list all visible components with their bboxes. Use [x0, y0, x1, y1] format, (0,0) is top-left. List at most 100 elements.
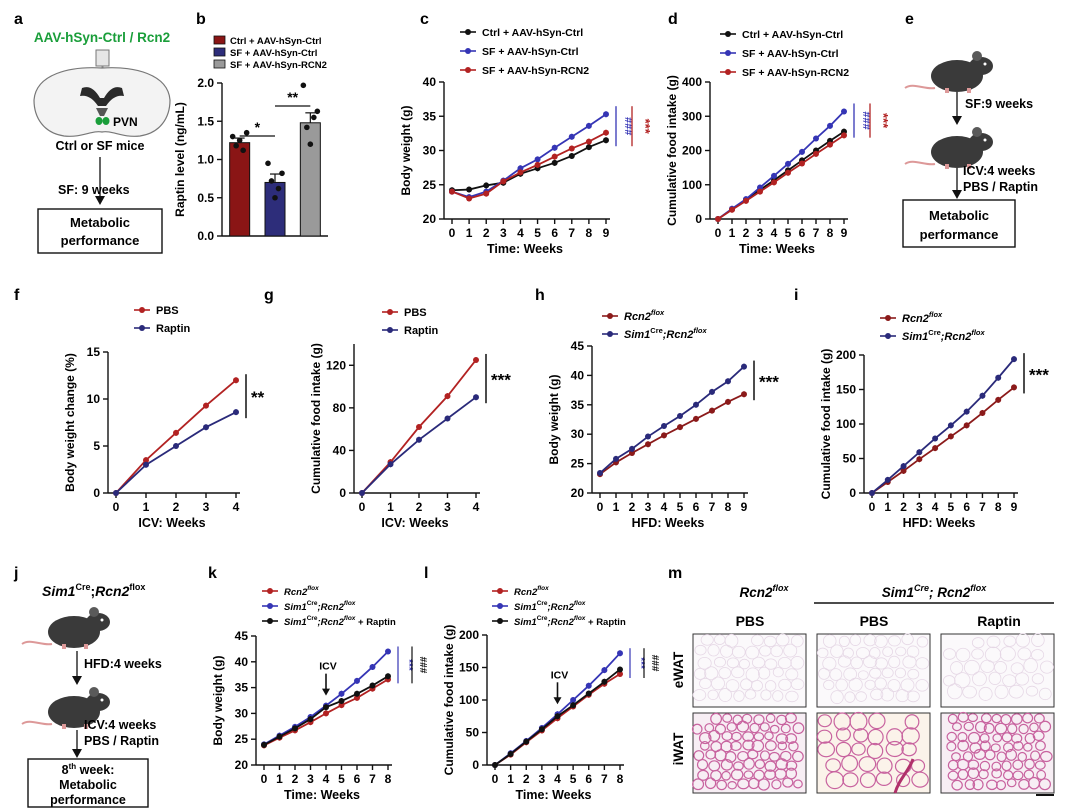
adipocyte-cell — [785, 760, 798, 771]
adipocyte-cell — [733, 690, 745, 702]
series-line — [115, 411, 237, 494]
adipocyte-cell — [1031, 649, 1045, 661]
data-point — [995, 374, 1002, 381]
bar — [229, 142, 251, 237]
panel-a-box — [37, 208, 163, 254]
x-tick-label: 0 — [492, 772, 499, 786]
y-tick-label: 0 — [849, 486, 856, 500]
x-tick-label: 7 — [568, 226, 575, 240]
legend-label: Sim1Cre;Rcn2flox — [514, 600, 586, 613]
y-tick-label: 10 — [87, 392, 101, 406]
adipocyte-cell — [855, 691, 867, 702]
data-point — [173, 429, 179, 436]
y-axis-label: Cumulative food intake (g) — [309, 343, 323, 494]
panel-m-col3: Raptin — [977, 613, 1021, 629]
x-tick-label: 9 — [841, 226, 848, 240]
x-tick-label: 6 — [354, 772, 361, 786]
sig-label: *** — [1029, 365, 1049, 384]
y-tick-label: 25 — [235, 732, 249, 746]
adipocyte-cell — [792, 750, 804, 763]
panel-e-arrow1-head-icon — [952, 116, 962, 125]
y-tick-label: 30 — [423, 144, 437, 158]
adipocyte-cell — [1000, 713, 1012, 726]
x-tick-label: 5 — [785, 226, 792, 240]
adipocyte-cell — [730, 740, 742, 752]
data-point — [693, 401, 699, 408]
adipocyte-cell — [1032, 730, 1045, 742]
panel-e-box-line1: Metabolic — [929, 208, 989, 223]
adipocyte-cell — [916, 636, 929, 648]
adipocyte-cell — [1025, 685, 1039, 697]
adipocyte-cell — [718, 667, 732, 679]
data-point — [385, 673, 391, 680]
y-tick-label: 200 — [459, 628, 479, 642]
mouse-icon — [21, 687, 110, 729]
x-tick-label: 9 — [603, 226, 610, 240]
sig-label: ### — [622, 117, 634, 135]
data-point — [466, 195, 473, 202]
x-tick-label: 1 — [613, 500, 620, 514]
data-point — [369, 663, 376, 670]
data-point — [741, 363, 747, 370]
adipocyte-cell — [749, 722, 760, 734]
adipocyte-cell — [888, 655, 901, 669]
injector-icon — [95, 49, 110, 67]
y-tick-label: 300 — [682, 109, 702, 123]
adipocyte-cell — [972, 778, 984, 791]
data-point — [884, 476, 891, 483]
panel-letter-l: l — [424, 565, 428, 582]
adipocyte-cell — [991, 768, 1003, 779]
data-point — [307, 716, 314, 723]
data-point — [272, 194, 278, 201]
x-tick-label: 3 — [645, 500, 652, 514]
data-point — [743, 197, 749, 204]
data-point — [416, 424, 422, 431]
data-point — [568, 152, 575, 159]
x-tick-label: 1 — [387, 500, 394, 514]
chart-b: b 0.0 0.5 1.0 1.5 2.0 Raptin level (ng/mL) Ctrl… — [173, 11, 328, 243]
panel-m: m Rcn2flox Sim1Cre; Rcn2flox PBS PBS Rap… — [668, 565, 1055, 796]
adipocyte-cell — [951, 779, 963, 791]
x-tick-label: 4 — [554, 772, 561, 786]
adipocyte-cell — [957, 739, 970, 752]
mouse-icon — [21, 607, 110, 649]
y-tick-label: 30 — [235, 706, 249, 720]
legend-label: Rcn2flox — [624, 308, 665, 323]
legend-text-part: + Raptin — [585, 617, 626, 628]
y-tick-label: 40 — [423, 75, 437, 89]
legend-marker — [725, 69, 731, 75]
adipocyte-cell — [984, 646, 1002, 663]
x-tick-label: 0 — [359, 500, 366, 514]
y-tick-label: 1.5 — [197, 114, 214, 128]
adipocyte-cell — [751, 739, 765, 753]
adipocyte-cell — [694, 644, 707, 656]
sig-label: ### — [417, 657, 428, 674]
panel-j-genotype-sup1: Cre — [75, 582, 90, 592]
adipocyte-cell — [1018, 723, 1029, 735]
data-point — [916, 449, 923, 456]
adipocyte-cell — [816, 729, 833, 744]
adipocyte-cell — [707, 689, 719, 701]
adipocyte-cell — [1006, 723, 1018, 735]
adipocyte-cell — [906, 690, 920, 703]
adipocyte-cell — [718, 688, 732, 702]
adipocyte-cell — [990, 743, 1001, 753]
data-point — [585, 144, 592, 151]
adipocyte-cell — [757, 666, 771, 680]
legend-label: SF + AAV-hSyn-RCN2 — [230, 60, 327, 71]
adipocyte-cell — [915, 679, 929, 692]
x-tick-label: 3 — [500, 226, 507, 240]
x-tick-label: 8 — [586, 226, 593, 240]
legend-marker — [885, 315, 891, 321]
data-point — [979, 409, 986, 416]
adipocyte-cell — [772, 690, 784, 702]
panel-letter-b: b — [196, 11, 206, 28]
panel-a-title: AAV-hSyn-Ctrl / Rcn2 — [34, 30, 170, 45]
legend-text-part: Rcn2 — [902, 313, 929, 325]
x-tick-label: 3 — [307, 772, 314, 786]
panel-m-row1: eWAT — [671, 651, 686, 688]
legend-text-part: ;Rcn2 — [317, 617, 344, 628]
adipocyte-cell — [895, 689, 910, 703]
adipocyte-cell — [994, 684, 1009, 699]
y-axis-label: Body weight (g) — [211, 656, 225, 746]
